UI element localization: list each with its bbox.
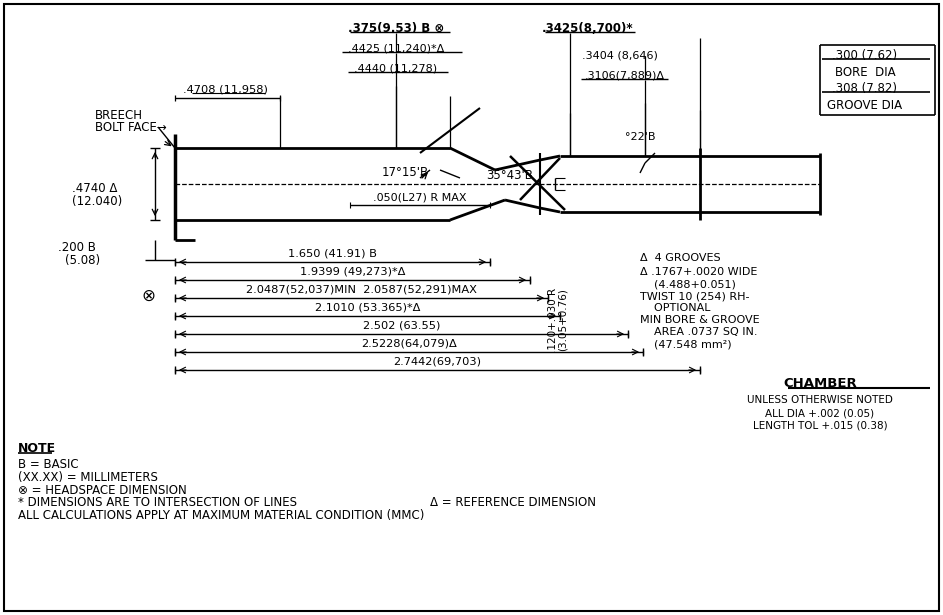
Text: CHAMBER: CHAMBER xyxy=(783,376,857,389)
Text: * DIMENSIONS ARE TO INTERSECTION OF LINES: * DIMENSIONS ARE TO INTERSECTION OF LINE… xyxy=(18,496,297,509)
Text: ALL CALCULATIONS APPLY AT MAXIMUM MATERIAL CONDITION (MMC): ALL CALCULATIONS APPLY AT MAXIMUM MATERI… xyxy=(18,509,424,523)
Text: 35°43'B: 35°43'B xyxy=(487,169,534,181)
Text: .300 (7.62): .300 (7.62) xyxy=(833,49,898,62)
Text: (5.08): (5.08) xyxy=(65,253,100,266)
Text: .3106(7,889)Δ: .3106(7,889)Δ xyxy=(585,70,665,80)
Text: 17°15'B: 17°15'B xyxy=(381,165,428,178)
Text: UNLESS OTHERWISE NOTED: UNLESS OTHERWISE NOTED xyxy=(747,395,893,405)
Text: (XX.XX) = MILLIMETERS: (XX.XX) = MILLIMETERS xyxy=(18,470,157,483)
Text: Δ .1767+.0020 WIDE: Δ .1767+.0020 WIDE xyxy=(640,267,757,277)
Text: GROOVE DIA: GROOVE DIA xyxy=(827,98,902,111)
Text: (12.040): (12.040) xyxy=(72,194,123,207)
Text: BREECH: BREECH xyxy=(95,108,143,122)
Text: LENGTH TOL +.015 (0.38): LENGTH TOL +.015 (0.38) xyxy=(753,421,887,431)
Text: BORE  DIA: BORE DIA xyxy=(835,66,895,79)
Text: .3425(8,700)*: .3425(8,700)* xyxy=(542,22,634,34)
Text: .375(9.53) B ⊗: .375(9.53) B ⊗ xyxy=(348,22,444,34)
Text: °22'B: °22'B xyxy=(625,132,655,142)
Text: BOLT FACE→: BOLT FACE→ xyxy=(95,121,167,133)
Text: 2.502 (63.55): 2.502 (63.55) xyxy=(363,320,440,330)
Text: .308 (7.82): .308 (7.82) xyxy=(833,82,898,95)
Text: Δ = REFERENCE DIMENSION: Δ = REFERENCE DIMENSION xyxy=(430,496,596,509)
Text: .4440 (11,278): .4440 (11,278) xyxy=(355,63,438,73)
Text: (47.548 mm²): (47.548 mm²) xyxy=(640,339,732,349)
Text: 2.7442(69,703): 2.7442(69,703) xyxy=(393,356,482,366)
Text: OPTIONAL: OPTIONAL xyxy=(640,303,710,313)
Text: .4740 Δ: .4740 Δ xyxy=(72,181,117,194)
Text: MIN BORE & GROOVE: MIN BORE & GROOVE xyxy=(640,315,760,325)
Text: (4.488+0.051): (4.488+0.051) xyxy=(640,279,736,289)
Text: AREA .0737 SQ IN.: AREA .0737 SQ IN. xyxy=(640,327,757,337)
Text: ⊗: ⊗ xyxy=(141,287,155,305)
Text: Δ  4 GROOVES: Δ 4 GROOVES xyxy=(640,253,720,263)
Text: .120+.030 R: .120+.030 R xyxy=(548,287,558,352)
Text: 1.9399 (49,273)*Δ: 1.9399 (49,273)*Δ xyxy=(300,266,405,276)
Text: 2.1010 (53.365)*Δ: 2.1010 (53.365)*Δ xyxy=(315,302,421,312)
Text: .050(L27) R MAX: .050(L27) R MAX xyxy=(373,192,467,202)
Text: TWIST 10 (254) RH-: TWIST 10 (254) RH- xyxy=(640,291,750,301)
Text: 1.650 (41.91) B: 1.650 (41.91) B xyxy=(288,248,377,258)
Text: .3404 (8,646): .3404 (8,646) xyxy=(582,50,658,60)
Text: ALL DIA +.002 (0.05): ALL DIA +.002 (0.05) xyxy=(766,408,874,418)
Text: .4425 (11,240)*Δ: .4425 (11,240)*Δ xyxy=(348,43,444,53)
Text: (3.05+0.76): (3.05+0.76) xyxy=(558,288,568,351)
Text: .4708 (11,958): .4708 (11,958) xyxy=(183,84,268,94)
Text: NOTE: NOTE xyxy=(18,442,57,454)
Text: ⊗ = HEADSPACE DIMENSION: ⊗ = HEADSPACE DIMENSION xyxy=(18,483,187,496)
Text: 2.5228(64,079)Δ: 2.5228(64,079)Δ xyxy=(361,338,456,348)
Text: B = BASIC: B = BASIC xyxy=(18,458,78,470)
Text: .200 B: .200 B xyxy=(58,240,96,253)
Text: 2.0487(52,037)MIN  2.0587(52,291)MAX: 2.0487(52,037)MIN 2.0587(52,291)MAX xyxy=(246,284,477,294)
